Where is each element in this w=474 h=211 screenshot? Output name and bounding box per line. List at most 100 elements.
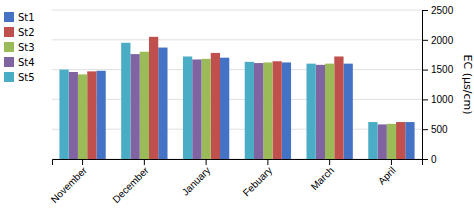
- bar: [140, 52, 149, 159]
- bar: [282, 62, 291, 159]
- bar-series: [69, 54, 387, 159]
- y-tick-label: 1000: [431, 94, 454, 105]
- chart: November December January Febuary March April…: [0, 0, 474, 211]
- bar-series: [96, 48, 414, 159]
- x-tick-label: April: [376, 165, 398, 187]
- plot: November December January Febuary March April…: [49, 5, 454, 205]
- legend-swatch: [4, 72, 14, 82]
- bar: [387, 124, 396, 159]
- bar: [158, 48, 167, 159]
- x-tick-mark: [329, 159, 330, 165]
- x-axis: November December January Febuary March April: [49, 159, 423, 205]
- y-tick: 500: [422, 124, 448, 135]
- grid-line: [52, 69, 422, 70]
- legend-item: St4: [4, 57, 35, 68]
- y-tick-mark: [422, 70, 428, 71]
- bar: [87, 71, 96, 159]
- y-tick-mark: [422, 129, 428, 130]
- grid-line: [52, 129, 422, 130]
- bar: [121, 43, 130, 159]
- y-axis: 0 500 1000 1500 2000 2500: [422, 5, 454, 165]
- grid-line: [52, 39, 422, 40]
- x-tick: November: [49, 159, 90, 205]
- bar: [306, 64, 315, 159]
- x-tick: December: [110, 159, 151, 205]
- bar: [344, 64, 353, 159]
- bar: [130, 54, 139, 159]
- bar: [78, 74, 87, 159]
- bar: [59, 70, 68, 159]
- y-tick: 2500: [422, 5, 454, 16]
- legend-label: St1: [18, 12, 35, 23]
- bar: [220, 58, 229, 159]
- x-tick-label: Febuary: [241, 165, 275, 199]
- bar: [192, 59, 201, 159]
- y-tick-label: 2500: [431, 5, 454, 16]
- x-tick-label: January: [180, 165, 213, 198]
- bar: [396, 122, 405, 159]
- bar: [201, 59, 210, 159]
- y-tick-label: 500: [431, 124, 448, 135]
- x-tick-mark: [391, 159, 392, 165]
- bar: [96, 71, 105, 159]
- legend-item: St3: [4, 42, 35, 53]
- y-tick: 1500: [422, 64, 454, 75]
- y-tick-label: 1500: [431, 64, 454, 75]
- bar: [254, 63, 263, 159]
- bar: [325, 64, 334, 159]
- bar: [149, 37, 158, 159]
- bar: [263, 62, 272, 159]
- legend-swatch: [4, 57, 14, 67]
- x-tick: March: [309, 159, 336, 192]
- x-tick: April: [376, 159, 398, 187]
- bar: [378, 124, 387, 159]
- y-tick: 1000: [422, 94, 454, 105]
- bar: [183, 56, 192, 159]
- x-tick-label: December: [110, 164, 151, 205]
- legend-swatch: [4, 42, 14, 52]
- legend-label: St4: [18, 57, 35, 68]
- x-tick: January: [180, 159, 213, 198]
- legend-swatch: [4, 12, 14, 22]
- legend: St1 St2 St3 St4 St5: [4, 12, 35, 83]
- legend-label: St3: [18, 42, 35, 53]
- bar: [405, 122, 414, 159]
- y-tick-mark: [422, 40, 428, 41]
- x-tick-mark: [82, 159, 83, 165]
- legend-label: St5: [18, 72, 35, 83]
- x-tick-mark: [267, 159, 268, 165]
- x-tick-label: March: [309, 165, 336, 192]
- x-tick-mark: [144, 159, 145, 165]
- y-tick-mark: [422, 99, 428, 100]
- legend-item: St2: [4, 27, 35, 38]
- bar: [211, 53, 220, 159]
- legend-label: St2: [18, 27, 35, 38]
- grid-line: [52, 99, 422, 100]
- y-axis-line: [423, 11, 429, 160]
- y-tick-mark: [422, 159, 428, 160]
- legend-swatch: [4, 27, 14, 37]
- bar-series: [87, 37, 405, 159]
- y-tick: 0: [422, 154, 437, 165]
- x-tick-label: November: [49, 164, 90, 205]
- bar: [245, 62, 254, 159]
- y-tick: 2000: [422, 35, 454, 46]
- grid-line: [52, 10, 422, 11]
- bar: [273, 61, 282, 159]
- x-tick: Febuary: [241, 159, 275, 198]
- bars: [59, 37, 414, 159]
- bar: [69, 72, 78, 159]
- legend-item: St1: [4, 12, 35, 23]
- y-tick-label: 2000: [431, 35, 454, 46]
- bar-series: [59, 43, 377, 159]
- x-tick-mark: [206, 159, 207, 165]
- bar: [334, 56, 343, 159]
- grid: [52, 10, 422, 159]
- bar: [316, 65, 325, 159]
- y-tick-label: 0: [431, 154, 437, 165]
- y-tick-mark: [422, 10, 428, 11]
- legend-item: St5: [4, 72, 35, 83]
- bar: [368, 122, 377, 159]
- x-axis-line: [53, 160, 423, 166]
- y-axis-title: EC (µs/cm): [461, 55, 474, 115]
